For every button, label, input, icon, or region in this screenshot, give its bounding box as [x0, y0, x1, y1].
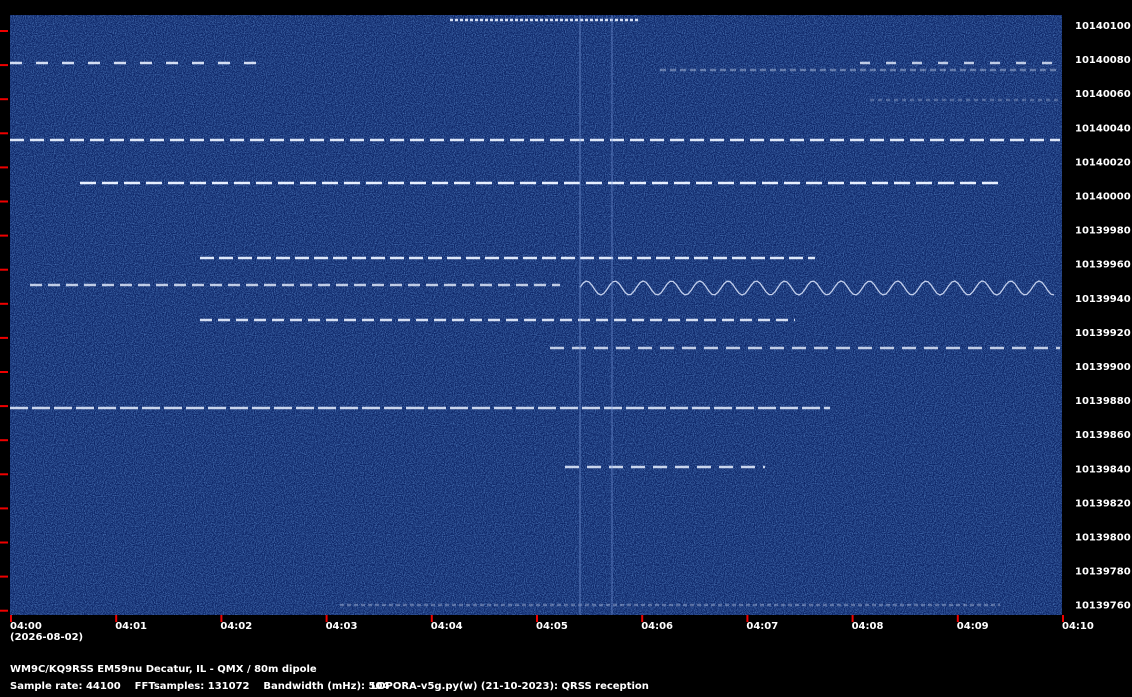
- frequency-label: 10139800: [1075, 533, 1131, 544]
- date-label: (2026-08-02): [10, 632, 83, 643]
- frequency-label: 10139880: [1075, 396, 1131, 407]
- time-label: 04:08: [852, 621, 884, 632]
- frequency-label: 10140060: [1075, 89, 1131, 100]
- signal-traces: [10, 15, 1060, 615]
- frequency-label: 10139840: [1075, 464, 1131, 475]
- frequency-label: 10140080: [1075, 55, 1131, 66]
- frequency-label: 10139860: [1075, 430, 1131, 441]
- frequency-label: 10139980: [1075, 226, 1131, 237]
- software-info: LOPORA-v5g.py(w) (21-10-2023): QRSS rece…: [371, 681, 649, 692]
- frequency-label: 10139940: [1075, 294, 1131, 305]
- time-label: 04:01: [115, 621, 147, 632]
- station-info: WM9C/KQ9RSS EM59nu Decatur, IL - QMX / 8…: [10, 664, 317, 675]
- settings-info: Sample rate: 44100 FFTsamples: 131072 Ba…: [10, 681, 389, 692]
- time-label: 04:04: [431, 621, 463, 632]
- frequency-label: 10139960: [1075, 260, 1131, 271]
- time-label: 04:06: [641, 621, 673, 632]
- time-label: 04:03: [326, 621, 358, 632]
- frequency-label: 10139920: [1075, 328, 1131, 339]
- frequency-label: 10140100: [1075, 21, 1131, 32]
- frequency-label: 10140000: [1075, 192, 1131, 203]
- frequency-label: 10139780: [1075, 567, 1131, 578]
- frequency-label: 10139900: [1075, 362, 1131, 373]
- signal-wave: [579, 280, 1055, 296]
- time-label: 04:09: [957, 621, 989, 632]
- frequency-label: 10140040: [1075, 123, 1131, 134]
- frequency-label: 10140020: [1075, 157, 1131, 168]
- time-label: 04:07: [746, 621, 778, 632]
- time-label: 04:00: [10, 621, 42, 632]
- time-label: 04:02: [220, 621, 252, 632]
- time-label: 04:10: [1062, 621, 1094, 632]
- spectrogram-noise: [10, 15, 1062, 615]
- frequency-label: 10139760: [1075, 601, 1131, 612]
- frequency-label: 10139820: [1075, 498, 1131, 509]
- time-label: 04:05: [536, 621, 568, 632]
